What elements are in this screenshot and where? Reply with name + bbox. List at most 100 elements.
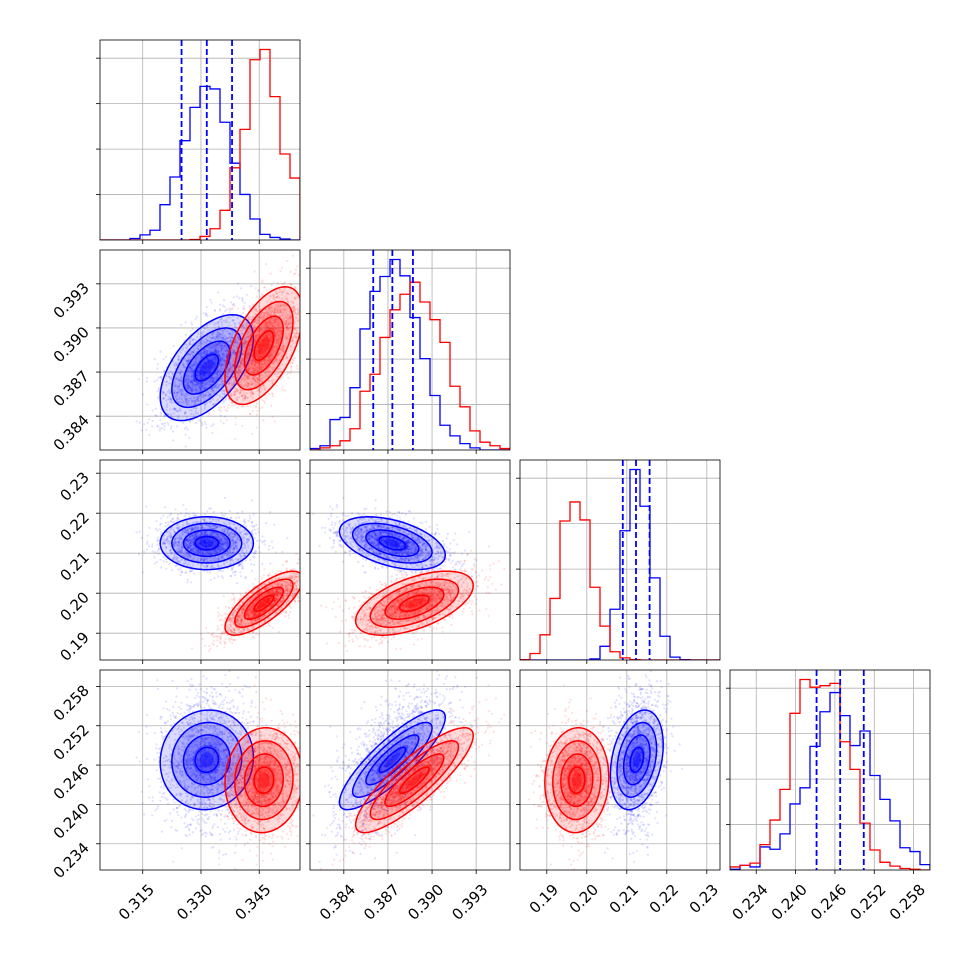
scatter-point [199,385,202,388]
scatter-point [236,317,239,320]
scatter-point [206,350,209,353]
scatter-point [200,357,203,360]
scatter-point [197,347,200,350]
scatter-point [194,379,198,382]
scatter-point [226,337,229,340]
scatter-point [306,290,308,292]
scatter-point [173,377,177,380]
scatter-point [157,424,160,427]
scatter-point [190,367,193,370]
scatter-point [217,406,220,409]
scatter-point [195,381,198,384]
scatter-point [200,394,203,398]
scatter-point [228,367,231,371]
scatter-point [217,385,220,388]
scatter-point [165,399,168,402]
scatter-point [241,353,245,356]
scatter-point [179,380,182,383]
scatter-point [256,409,259,412]
scatter-point [188,386,191,389]
scatter-point [146,376,149,379]
scatter-point [216,382,219,385]
scatter-point [203,371,206,374]
scatter-point [186,375,189,378]
scatter-point [263,286,266,289]
scatter-point [247,519,250,523]
scatter-point [218,395,221,398]
scatter-point [221,358,224,361]
scatter-point [211,365,215,368]
scatter-point [206,570,209,573]
scatter-point [170,399,173,402]
scatter-point [205,349,208,352]
scatter-point [305,339,307,341]
scatter-point [231,306,234,309]
scatter-point [194,400,198,403]
scatter-point [212,380,215,384]
scatter-point [222,337,225,340]
scatter-point [180,380,183,383]
scatter-point [233,304,236,307]
scatter-point [212,336,215,339]
scatter-point [245,335,248,338]
scatter-point [221,352,224,355]
scatter-point [196,362,199,365]
scatter-point [220,344,224,347]
scatter-point [156,390,159,393]
scatter-point [214,362,217,365]
scatter-point [226,372,230,375]
scatter-point [259,551,262,554]
scatter-point [235,582,239,585]
scatter-point [199,353,202,356]
scatter-point [212,423,215,426]
scatter-point [198,393,202,397]
scatter-point [199,419,202,422]
scatter-point [185,397,188,400]
scatter-point [237,282,240,285]
scatter-point [175,385,178,388]
scatter-point [213,360,216,363]
scatter-point [251,569,254,572]
scatter-point [157,376,160,379]
scatter-point [181,389,184,392]
scatter-point [212,398,215,401]
scatter-point [229,341,232,344]
scatter-point [208,365,211,368]
scatter-point [301,321,303,323]
scatter-point [212,358,216,361]
scatter-point [208,383,211,386]
scatter-point [187,378,190,381]
scatter-point [189,353,192,356]
scatter-point [224,319,227,322]
scatter-point [183,411,186,414]
scatter-point [281,266,284,269]
scatter-point [200,369,204,372]
scatter-point [227,332,230,335]
scatter-point [241,299,244,303]
scatter-point [180,394,183,397]
scatter-point [200,355,204,358]
scatter-point [191,369,194,372]
scatter-point [178,382,181,385]
scatter-point [192,379,195,382]
scatter-point [212,362,215,366]
scatter-point [229,366,232,370]
scatter-point [220,380,223,383]
scatter-point [192,341,195,344]
scatter-point [192,351,196,354]
scatter-point [211,379,214,382]
scatter-point [184,394,187,397]
scatter-point [230,395,233,398]
scatter-point [251,432,254,435]
scatter-point [208,381,211,384]
scatter-point [195,357,198,360]
scatter-point [204,367,207,370]
scatter-point [162,397,165,400]
scatter-point [169,401,172,404]
scatter-point [251,359,254,362]
scatter-point [159,558,162,561]
scatter-point [205,306,208,309]
scatter-point [186,378,189,381]
scatter-point [200,355,204,358]
